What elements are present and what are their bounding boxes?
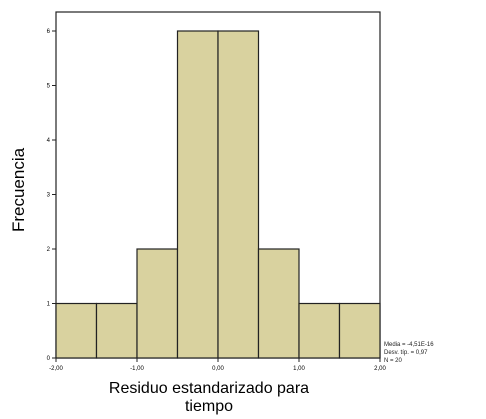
histogram-bar (217, 30, 260, 359)
y-tick-label: 0 (47, 356, 51, 362)
y-tick-label: 6 (47, 29, 51, 35)
histogram-bar (176, 30, 219, 359)
histogram-bar (298, 302, 341, 359)
y-tick-label: 1 (47, 302, 51, 308)
bars-group (55, 30, 381, 359)
x-tick-label: 1,00 (293, 366, 305, 372)
y-tick-label: 4 (47, 138, 51, 144)
x-axis-title-line1: Residuo estandarizado para (109, 380, 309, 397)
histogram-bar (136, 248, 179, 359)
x-tick-label: -1,00 (130, 366, 144, 372)
stats-std: Desv. típ. = 0,97 (384, 350, 428, 356)
y-tick-label: 5 (47, 84, 51, 90)
histogram-bar (257, 248, 300, 359)
stats-mean: Media = -4,51E-16 (384, 342, 434, 348)
y-tick-label: 2 (47, 247, 51, 253)
x-tick-label: 2,00 (374, 366, 386, 372)
y-tick-label: 3 (47, 193, 51, 199)
histogram-bar (338, 302, 381, 359)
x-tick-label: 0,00 (212, 366, 224, 372)
histogram-bar (55, 302, 98, 359)
x-tick-label: -2,00 (49, 366, 63, 372)
histogram-bar (95, 302, 138, 359)
y-axis-ticks: 0 1 2 3 4 5 6 (47, 29, 56, 362)
x-axis-title-line2: tiempo (185, 398, 233, 415)
y-axis-title: Frecuencia (9, 147, 28, 232)
stats-box: Media = -4,51E-16 Desv. típ. = 0,97 N = … (384, 341, 434, 365)
x-axis-ticks: -2,00 -1,00 0,00 1,00 2,00 (49, 358, 386, 372)
stats-n: N = 20 (384, 358, 402, 364)
